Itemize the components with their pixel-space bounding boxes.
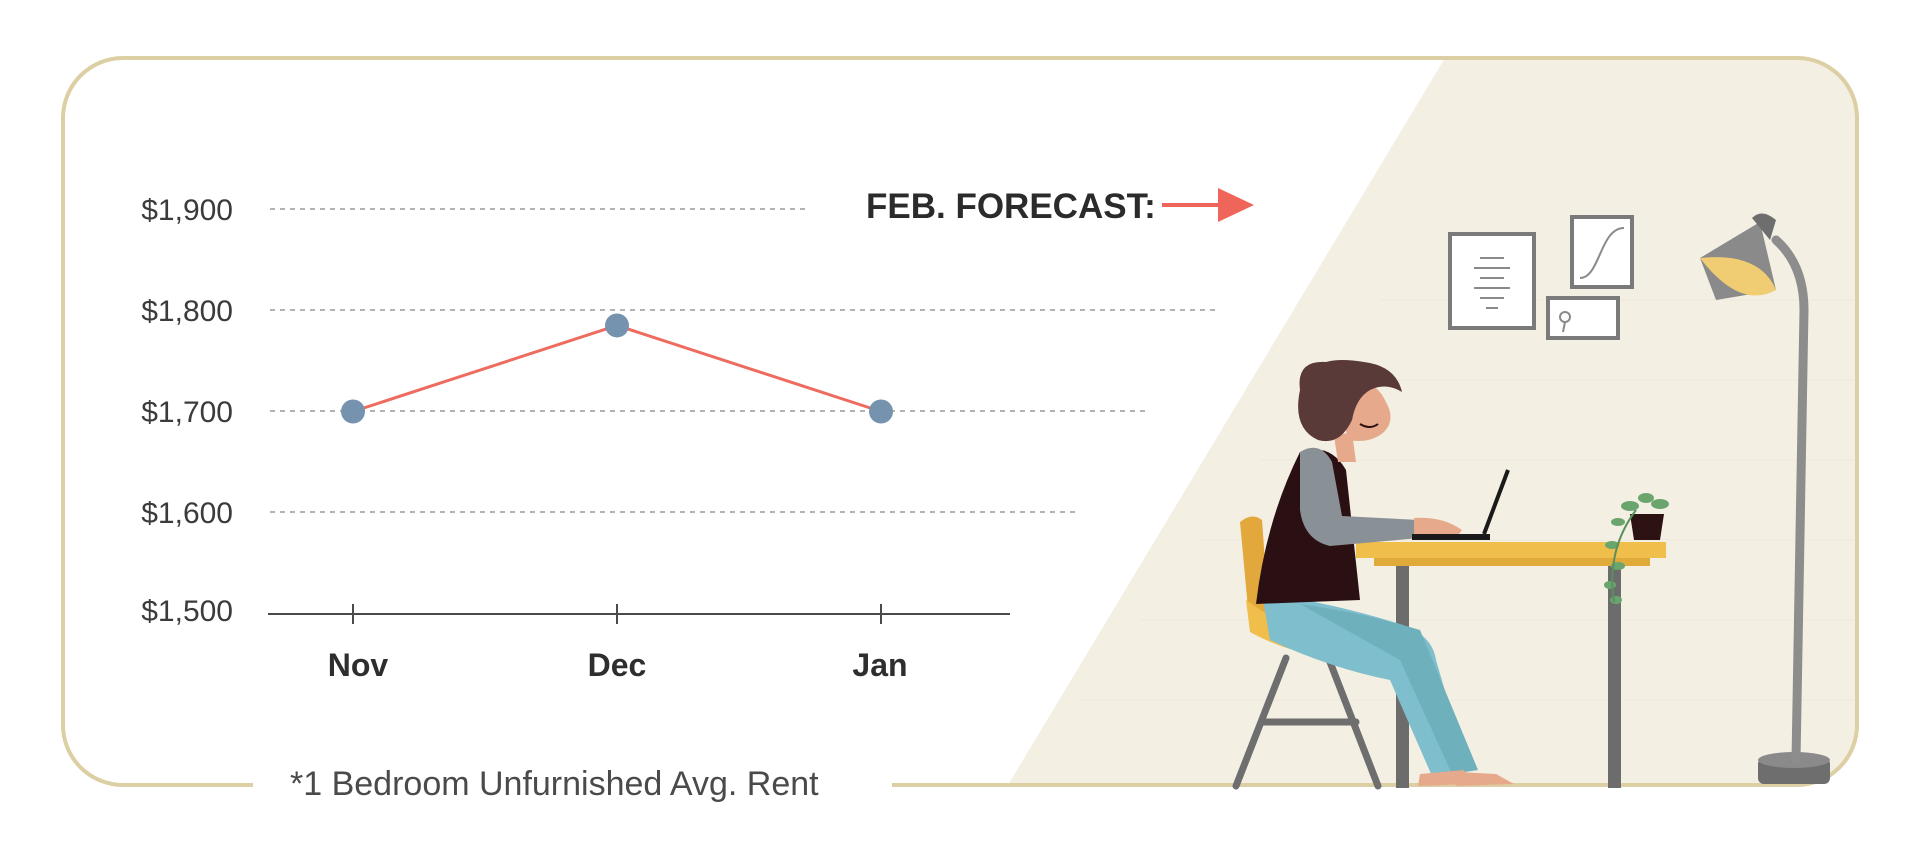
- data-point-jan: [869, 399, 893, 424]
- y-tick-label: $1,900: [141, 194, 233, 227]
- y-tick-label: $1,800: [141, 295, 233, 328]
- woman-figure: [1256, 360, 1514, 786]
- x-axis-ticks: [352, 604, 882, 624]
- illustration-background: [1005, 58, 1857, 785]
- plant-icon: [1604, 493, 1669, 604]
- x-tick-label-dec: Dec: [588, 647, 647, 683]
- y-tick-label: $1,500: [141, 595, 233, 628]
- footnote: *1 Bedroom Unfurnished Avg. Rent: [290, 765, 819, 803]
- woman-at-desk-icon: [1232, 213, 1830, 790]
- x-tick-label-nov: Nov: [328, 647, 389, 683]
- forecast-label: FEB. FORECAST:: [866, 187, 1156, 226]
- picture-frame-icon: [1448, 215, 1634, 340]
- series-line: [352, 323, 882, 413]
- y-axis-labels: $1,900 $1,800 $1,700 $1,600 $1,500: [141, 194, 233, 628]
- y-tick-label: $1,600: [141, 497, 233, 530]
- data-point-dec: [605, 313, 629, 338]
- data-markers: [341, 313, 893, 424]
- arrow-right-icon: [1162, 188, 1254, 222]
- y-tick-label: $1,700: [141, 396, 233, 429]
- laptop-icon: [1412, 469, 1510, 540]
- chart-frame: [61, 56, 1859, 787]
- desk-lamp-icon: [1700, 213, 1830, 784]
- data-point-nov: [341, 399, 365, 424]
- x-tick-label-jan: Jan: [852, 647, 907, 683]
- x-axis-labels: Nov Dec Jan: [328, 647, 908, 683]
- gridlines: [270, 208, 1220, 513]
